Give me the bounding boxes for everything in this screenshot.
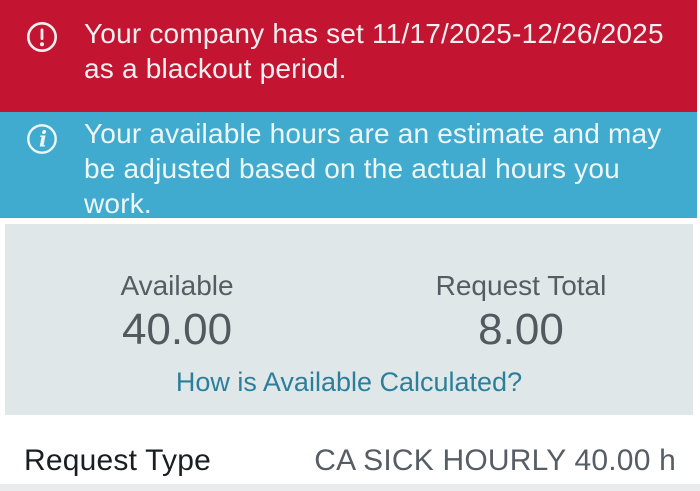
request-type-label: Request Type [24,443,211,477]
bottom-divider [0,484,700,491]
estimate-info-text: Your available hours are an estimate and… [84,118,662,219]
request-total-value: 8.00 [478,305,564,354]
request-type-row[interactable]: Request Type CA SICK HOURLY 40.00 h [0,415,700,484]
how-available-calculated-link[interactable]: How is Available Calculated? [175,367,523,397]
blackout-alert-text: Your company has set 11/17/2025-12/26/20… [84,18,664,84]
estimate-info-banner: i Your available hours are an estimate a… [0,112,697,219]
svg-text:i: i [39,127,47,152]
request-total-column: Request Total 8.00 [349,269,693,355]
availability-summary-card: Available 40.00 Request Total 8.00 How i… [5,224,693,415]
blackout-alert-banner: Your company has set 11/17/2025-12/26/20… [0,0,697,112]
request-total-label: Request Total [435,270,607,301]
request-type-value: CA SICK HOURLY 40.00 h [314,443,676,477]
available-column: Available 40.00 [5,269,349,355]
warning-circle-icon [26,21,58,53]
available-label: Available [120,270,234,301]
info-circle-icon: i [26,123,58,155]
available-value: 40.00 [121,305,233,354]
